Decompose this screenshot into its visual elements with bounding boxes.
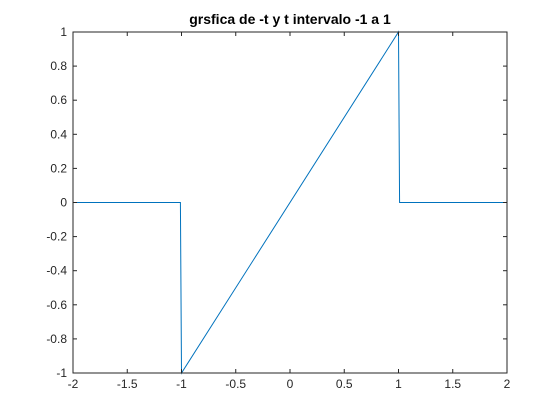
x-tick-label: -1.5 xyxy=(117,377,138,391)
series-line-0 xyxy=(73,30,507,375)
x-tick-label: -2 xyxy=(68,377,79,391)
y-tick-label: -1 xyxy=(56,366,67,380)
x-tick-label: 0 xyxy=(287,377,294,391)
y-tick-label: 1 xyxy=(60,25,67,39)
y-tick-label: 0.2 xyxy=(50,161,67,175)
tick-labels-layer: -2 -1.5 -1 -0.5 0 0.5 1 1.5 2 -1 -0.8 -0.6 -0.4 -0.2 0… xyxy=(46,25,510,391)
x-tick-label: -1 xyxy=(176,377,187,391)
y-tick-label: -0.2 xyxy=(46,230,67,244)
x-tick-label: 0.5 xyxy=(336,377,353,391)
x-tick-label: 1.5 xyxy=(444,377,461,391)
y-tick-label: 0.4 xyxy=(50,127,67,141)
y-tick-label: 0 xyxy=(60,196,67,210)
y-tick-label: -0.8 xyxy=(46,332,67,346)
x-tick-label: 1 xyxy=(395,377,402,391)
x-tick-label: -0.5 xyxy=(225,377,246,391)
chart-title: grsfica de -t y t intervalo -1 a 1 xyxy=(189,11,391,27)
y-tick-label: 0.6 xyxy=(50,93,67,107)
y-tick-label: -0.6 xyxy=(46,298,67,312)
y-tick-label: 0.8 xyxy=(50,59,67,73)
series-layer xyxy=(73,30,507,375)
x-tick-label: 2 xyxy=(504,377,511,391)
y-tick-label: -0.4 xyxy=(46,264,67,278)
axes-box xyxy=(72,31,508,374)
